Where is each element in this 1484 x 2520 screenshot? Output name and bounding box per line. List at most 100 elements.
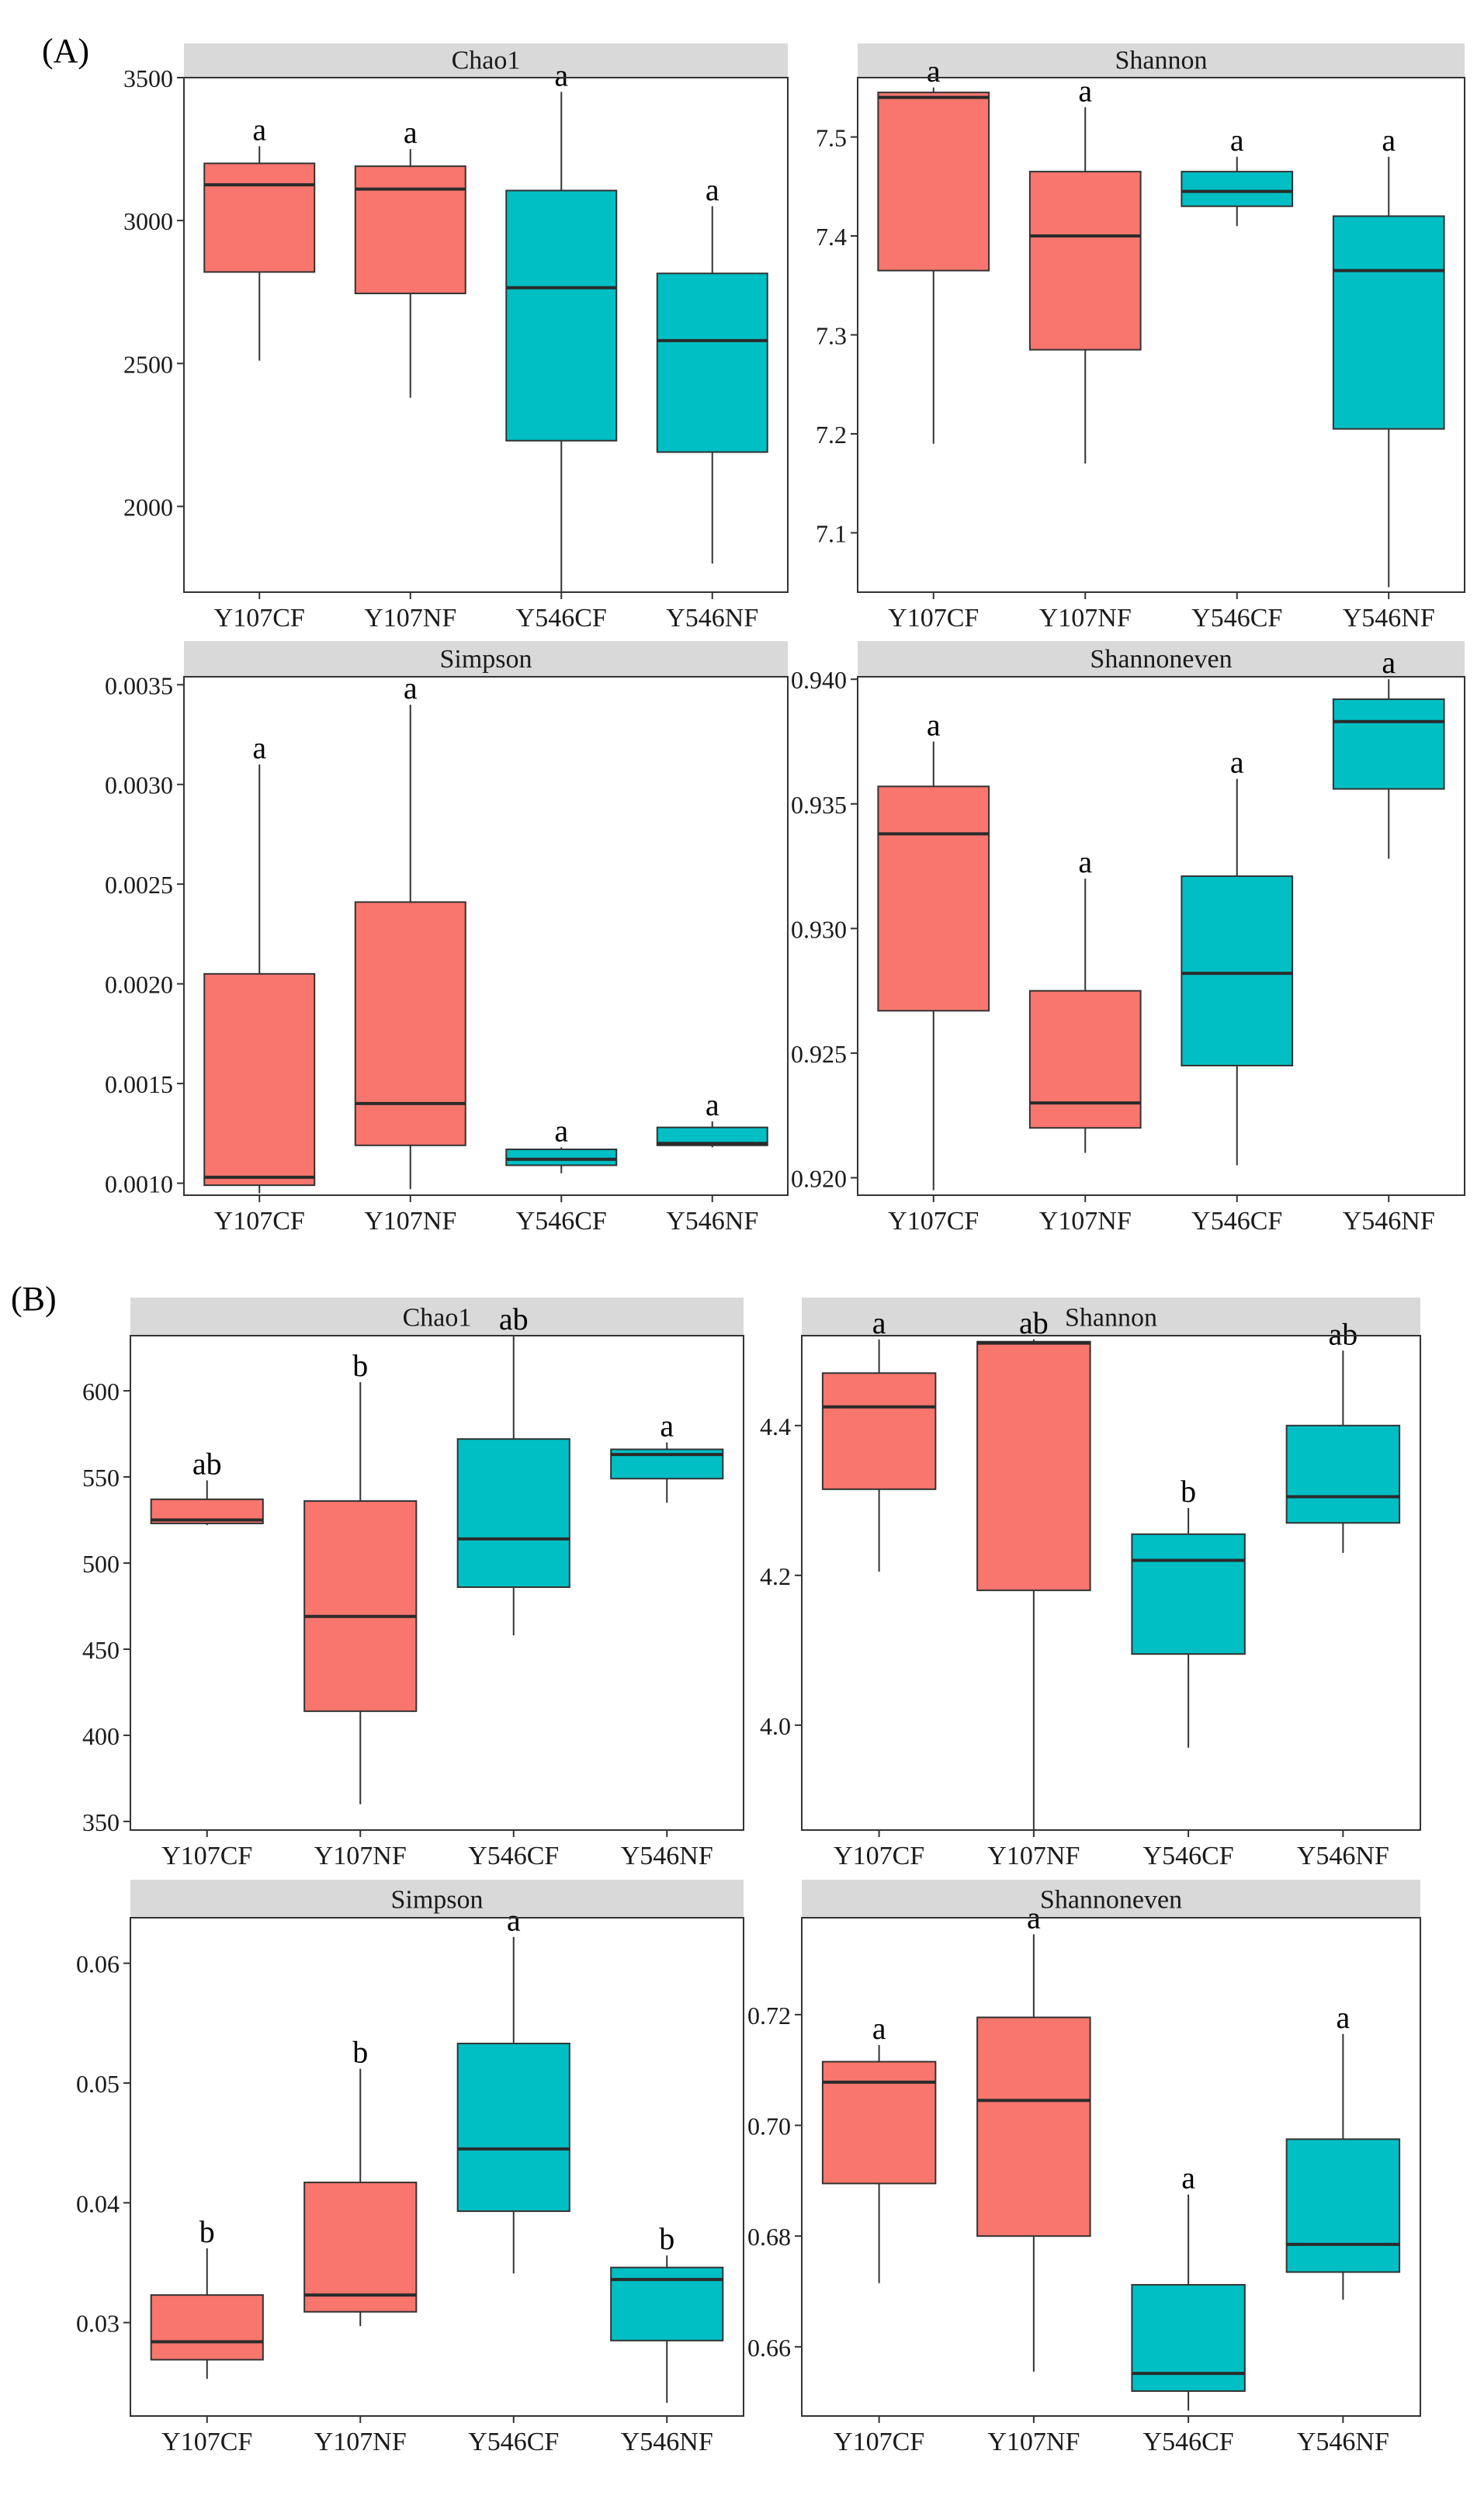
panel-strip <box>130 1880 744 1918</box>
x-tick-label: Y107NF <box>364 1207 456 1236</box>
x-tick-label: Y107CF <box>888 604 979 633</box>
y-tick-label: 2000 <box>123 494 173 522</box>
significance-letter: a <box>872 1305 886 1340</box>
panel-7: Simpson b Y107CF b Y107NF a Y546CF b Y546NF 0.03 0… <box>76 1880 744 2456</box>
y-tick-label: 7.2 <box>816 421 847 449</box>
panel-title: Chao1 <box>403 1303 472 1332</box>
y-tick-label: 0.0015 <box>105 1070 173 1098</box>
box-y107nf <box>976 1340 1091 1592</box>
significance-letter: a <box>706 1087 719 1122</box>
significance-letter: a <box>554 1113 568 1148</box>
y-tick-label: 0.03 <box>76 2310 120 2338</box>
panel-4: Shannoneven a Y107CF a Y107NF a Y546CF a Y546NF 0… <box>791 641 1465 1236</box>
panel-8: ShannonevenaY107CFaY107NFaY546CFaY546NF0… <box>747 1880 1421 2456</box>
box-y107nf <box>354 901 466 1146</box>
y-tick-label: 0.70 <box>747 2113 791 2140</box>
x-tick-label: Y546NF <box>666 1207 758 1236</box>
x-tick-label: Y107CF <box>888 1207 979 1236</box>
x-tick-label: Y107CF <box>161 2428 252 2456</box>
significance-letter: a <box>404 671 418 705</box>
panel-border <box>183 676 789 1196</box>
x-tick-label: Y107CF <box>214 1207 305 1236</box>
y-tick-label: 7.4 <box>816 223 847 251</box>
x-tick-label: Y546NF <box>1343 604 1435 633</box>
significance-letter: ab <box>1019 1305 1049 1340</box>
y-tick-label: 400 <box>82 1722 120 1750</box>
box-y107nf <box>354 165 466 295</box>
panel-3: Simpson a Y107CF a Y107NF a Y546CF a Y546NF 0.001… <box>105 641 789 1236</box>
y-tick-label: 0.935 <box>791 791 847 819</box>
panel-strip <box>184 43 788 78</box>
panel-border <box>130 1917 744 2417</box>
significance-letter: b <box>352 2034 368 2069</box>
box-y546cf <box>456 2043 570 2213</box>
x-tick-label: Y546CF <box>1191 604 1282 633</box>
box-y546nf <box>1332 698 1445 790</box>
section-label-a: (A) <box>42 32 89 70</box>
panel-border <box>801 1335 1421 1831</box>
x-tick-label: Y107NF <box>314 2428 407 2456</box>
significance-letter: a <box>252 730 266 765</box>
significance-letter: ab <box>1328 1316 1357 1351</box>
x-tick-label: Y107NF <box>1039 604 1132 633</box>
section-label-b: (B) <box>11 1280 57 1318</box>
x-tick-label: Y107NF <box>314 1842 407 1870</box>
panel-title: Simpson <box>439 645 532 674</box>
significance-letter: ab <box>192 1446 222 1481</box>
y-tick-label: 0.0010 <box>105 1170 173 1198</box>
x-tick-label: Y546CF <box>468 2428 559 2456</box>
y-tick-label: 0.72 <box>747 2002 791 2030</box>
panel-5: Chao1 ab Y107CF b Y107NF ab Y546CF a Y546NF 350 40… <box>82 1298 744 1870</box>
box-y546nf <box>1285 2138 1401 2273</box>
y-tick-label: 4.2 <box>760 1562 791 1590</box>
box-y546cf <box>1181 171 1294 207</box>
y-tick-label: 0.0035 <box>105 671 173 699</box>
y-tick-label: 0.68 <box>747 2223 791 2251</box>
x-tick-label: Y107CF <box>214 604 305 633</box>
box-y107cf <box>203 972 316 1187</box>
significance-letter: ab <box>499 1302 529 1336</box>
y-tick-label: 0.05 <box>76 2070 120 2098</box>
y-tick-label: 0.925 <box>791 1040 847 1068</box>
box-y107cf <box>877 92 990 272</box>
significance-letter: b <box>199 2214 215 2249</box>
panel-border <box>857 77 1465 593</box>
y-tick-label: 0.0030 <box>105 771 173 799</box>
x-tick-label: Y107NF <box>364 604 456 633</box>
y-tick-label: 0.920 <box>791 1165 847 1193</box>
significance-letter: a <box>927 54 941 88</box>
y-tick-label: 3500 <box>123 64 173 92</box>
x-tick-label: Y546NF <box>1297 1842 1389 1870</box>
box-y546cf <box>505 189 618 442</box>
box-y546nf <box>656 272 768 453</box>
box-y546cf <box>456 1438 570 1589</box>
x-tick-label: Y107NF <box>1039 1207 1132 1236</box>
box-y546cf <box>1131 1533 1246 1655</box>
significance-letter: b <box>1181 1474 1196 1509</box>
box-y546nf <box>656 1126 768 1146</box>
box-y107nf <box>303 2182 418 2313</box>
significance-letter: a <box>927 708 941 743</box>
x-tick-label: Y546NF <box>666 604 758 633</box>
x-tick-label: Y546NF <box>1343 1207 1435 1236</box>
y-tick-label: 0.04 <box>76 2189 120 2217</box>
y-tick-label: 0.0025 <box>105 871 173 899</box>
box-y107cf <box>821 1372 937 1490</box>
box-y546cf <box>505 1148 618 1166</box>
significance-letter: a <box>1078 73 1092 108</box>
x-tick-label: Y546CF <box>1143 1842 1234 1870</box>
significance-letter: b <box>659 2221 674 2256</box>
x-tick-label: Y546NF <box>1297 2428 1389 2456</box>
y-tick-label: 0.930 <box>791 915 847 943</box>
panel-strip <box>802 1298 1420 1336</box>
box-y546cf <box>1131 2283 1246 2392</box>
significance-letter: a <box>1382 645 1396 680</box>
significance-letter: a <box>660 1409 674 1444</box>
x-tick-label: Y107CF <box>834 2428 924 2456</box>
significance-letter: a <box>1230 745 1244 780</box>
x-tick-label: Y107CF <box>161 1842 252 1870</box>
panel-6: Shannon a Y107CF ab Y107NF b Y546CF ab Y546NF 4.0… <box>760 1298 1421 1870</box>
panel-title: Shannon <box>1115 47 1208 75</box>
x-tick-label: Y546CF <box>1143 2428 1234 2456</box>
box-y107cf <box>150 2294 264 2361</box>
